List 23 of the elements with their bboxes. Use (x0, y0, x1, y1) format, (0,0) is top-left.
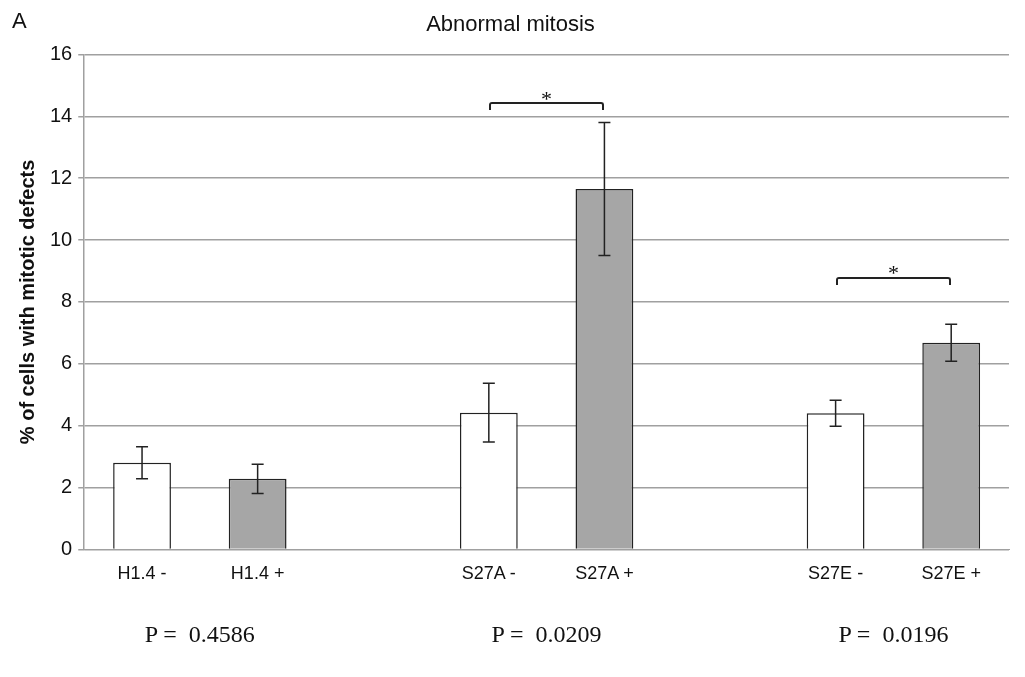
y-tick-label: 16 (50, 41, 73, 64)
y-tick-label: 10 (50, 227, 73, 250)
y-tick-label: 12 (50, 165, 73, 188)
text: P = 0.4586 (144, 621, 255, 648)
text: A (12, 8, 27, 34)
y-tick-label: 6 (61, 351, 73, 374)
y-tick-label: 4 (61, 413, 73, 436)
y-axis-title: % of cells with mitotic defects (15, 159, 38, 445)
x-tick-label: H1.4 + (230, 563, 285, 584)
annotation: * (541, 86, 553, 112)
x-tick-label: S27A - (461, 563, 516, 584)
x-tick-label: S27A + (575, 563, 634, 584)
y-tick-label: 14 (50, 103, 73, 126)
x-tick-label: S27E - (808, 563, 864, 584)
chart-title: Abnormal mitosis (426, 11, 595, 37)
y-tick-label: 8 (61, 289, 73, 312)
annotation: * (887, 260, 899, 286)
y-tick-label: 2 (61, 475, 73, 498)
y-tick-label: 0 (61, 536, 73, 559)
text: P = 0.0209 (491, 621, 602, 648)
x-tick-label: H1.4 - (117, 563, 167, 584)
text: P = 0.0196 (838, 621, 949, 648)
x-tick-label: S27E + (921, 563, 981, 584)
